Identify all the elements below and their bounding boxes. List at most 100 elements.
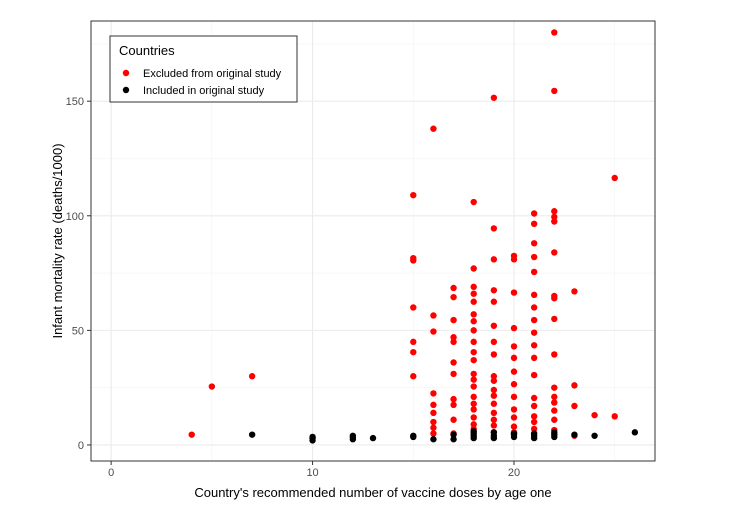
data-point-excluded: [470, 283, 477, 291]
data-point-excluded: [510, 381, 518, 388]
data-point-excluded: [450, 370, 457, 378]
data-point-included: [450, 431, 457, 438]
data-point-excluded: [470, 298, 477, 305]
plot-panel-border: [90, 20, 656, 462]
data-point-excluded: [430, 328, 437, 335]
legend-title: Countries: [119, 43, 175, 58]
data-point-excluded: [490, 94, 498, 101]
data-point-excluded: [530, 316, 538, 324]
axis-ticks: 0 10 20 0 50 100 150: [66, 96, 520, 479]
data-point-excluded: [470, 400, 477, 407]
data-point-excluded: [530, 304, 538, 311]
data-point-included: [530, 430, 538, 437]
data-point-excluded: [470, 383, 477, 390]
data-point-excluded: [510, 289, 518, 296]
data-point-excluded: [530, 418, 538, 426]
data-point-included: [309, 433, 316, 441]
data-point-excluded: [470, 265, 477, 272]
data-point-excluded: [530, 342, 538, 349]
data-point-excluded: [571, 402, 578, 410]
data-point-excluded: [551, 399, 558, 406]
data-point-excluded: [470, 198, 477, 206]
data-point-excluded: [430, 418, 437, 426]
y-tick-label: 0: [78, 440, 84, 452]
data-point-excluded: [430, 424, 437, 431]
data-point-excluded: [490, 400, 498, 407]
data-point-excluded: [470, 406, 477, 413]
data-point-excluded: [551, 87, 558, 95]
x-axis-title: Country's recommended number of vaccine …: [194, 485, 551, 500]
legend-key-included: [122, 86, 130, 94]
data-point-excluded: [490, 392, 498, 399]
data-point-excluded: [430, 312, 437, 319]
y-tick-label: 50: [72, 325, 84, 337]
data-point-excluded: [450, 338, 457, 346]
data-point-excluded: [450, 416, 457, 423]
data-point-excluded: [551, 384, 558, 391]
data-point-excluded: [551, 249, 558, 256]
data-point-excluded: [530, 413, 538, 420]
data-point-excluded: [611, 174, 618, 182]
data-point-excluded: [490, 287, 498, 294]
data-point-excluded: [510, 354, 518, 362]
data-point-excluded: [470, 370, 477, 378]
x-tick-label: 20: [508, 467, 520, 479]
data-point-included: [248, 431, 256, 438]
data-point-excluded: [450, 284, 457, 292]
y-tick-label: 150: [66, 96, 84, 108]
y-axis-title: Infant mortality rate (deaths/1000): [50, 143, 65, 338]
legend: Countries Excluded from original study I…: [109, 35, 298, 103]
legend-box: [109, 35, 298, 103]
legend-key-excluded: [122, 69, 130, 77]
data-point-excluded: [510, 343, 518, 350]
data-point-included: [591, 432, 598, 439]
data-point-excluded: [450, 359, 457, 366]
data-point-excluded: [510, 423, 518, 430]
data-point-included: [631, 429, 639, 436]
data-point-excluded: [450, 316, 457, 324]
data-point-excluded: [450, 395, 457, 403]
data-point-excluded: [430, 390, 437, 397]
data-point-excluded: [551, 29, 558, 36]
data-point-excluded: [410, 304, 417, 311]
data-point-excluded: [530, 268, 538, 276]
data-point-excluded: [551, 393, 558, 401]
data-point-excluded: [551, 218, 558, 225]
data-point-excluded: [470, 414, 477, 421]
data-point-excluded: [470, 356, 477, 364]
data-point-included: [571, 431, 578, 438]
data-point-excluded: [470, 348, 477, 356]
data-point-excluded: [490, 322, 498, 329]
data-point-excluded: [410, 191, 417, 199]
data-point-excluded: [551, 351, 558, 358]
data-point-excluded: [470, 421, 477, 428]
data-point-excluded: [470, 311, 477, 318]
data-point-excluded: [490, 373, 498, 380]
data-point-excluded: [510, 324, 518, 332]
data-point-included: [430, 436, 437, 443]
data-point-excluded: [551, 213, 558, 221]
data-point-excluded: [530, 354, 538, 362]
data-point-included: [490, 429, 498, 436]
data-point-excluded: [551, 295, 558, 302]
data-point-excluded: [530, 291, 538, 299]
data-point-excluded: [430, 409, 437, 417]
data-point-excluded: [208, 383, 216, 390]
data-point-excluded: [470, 338, 477, 346]
data-point-excluded: [530, 329, 538, 336]
data-point-excluded: [510, 414, 518, 421]
data-point-excluded: [470, 327, 477, 334]
data-point-excluded: [530, 220, 538, 228]
data-point-excluded: [530, 425, 538, 433]
data-point-excluded: [571, 288, 578, 295]
data-point-excluded: [530, 402, 538, 410]
data-point-excluded: [490, 338, 498, 346]
data-point-included: [510, 430, 518, 437]
data-point-excluded: [410, 257, 417, 264]
x-tick-label: 10: [306, 467, 318, 479]
data-point-excluded: [430, 401, 437, 409]
data-point-excluded: [551, 315, 558, 323]
legend-label-included: Included in original study: [143, 85, 265, 97]
data-point-excluded: [591, 411, 598, 419]
y-tick-label: 100: [66, 211, 84, 223]
